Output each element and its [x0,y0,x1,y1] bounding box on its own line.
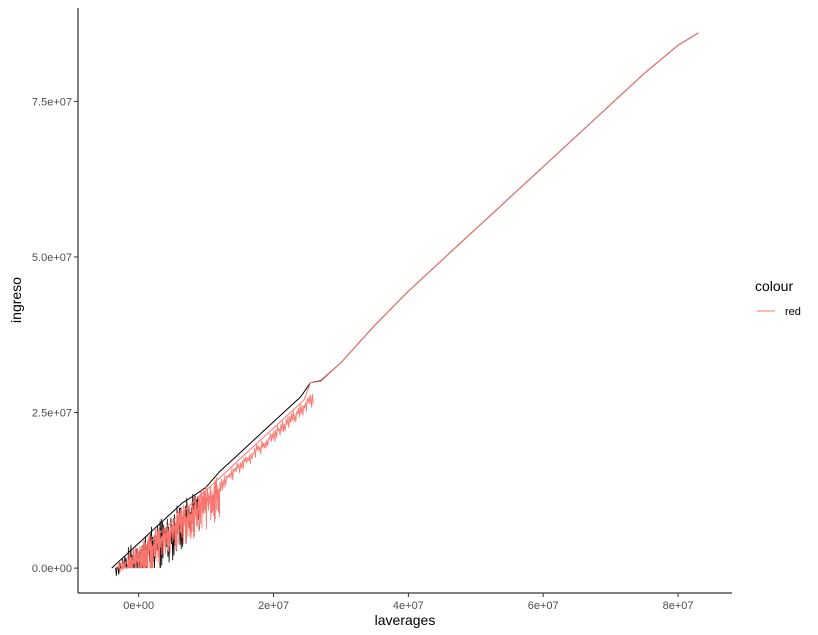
legend: colour red [755,278,801,318]
x-tick-label: 8e+07 [663,600,694,612]
series-red-noise-upper [219,393,314,492]
legend-label-red: red [785,306,801,318]
y-tick-label: 2.5e+07 [32,408,72,420]
legend-title: colour [755,278,793,294]
series-line-black [111,32,699,569]
series-line-black [111,32,699,576]
x-tick-label: 4e+07 [393,600,424,612]
x-tick-label: 0e+00 [123,600,154,612]
y-tick-label: 5.0e+07 [32,252,72,264]
y-axis-ticks: 0.0e+00 2.5e+07 5.0e+07 7.5e+07 [32,96,78,575]
x-tick-label: 2e+07 [258,600,289,612]
x-axis-ticks: 0e+00 2e+07 4e+07 6e+07 8e+07 [123,593,694,612]
y-tick-label: 7.5e+07 [32,96,72,108]
series-red-noise [118,477,221,573]
series-line-red [114,32,699,573]
y-axis-title: ingreso [8,277,24,323]
x-tick-label: 6e+07 [528,600,559,612]
y-tick-label: 0.0e+00 [32,563,72,575]
series-line-red [114,32,699,569]
x-axis-title: laverages [375,612,436,628]
